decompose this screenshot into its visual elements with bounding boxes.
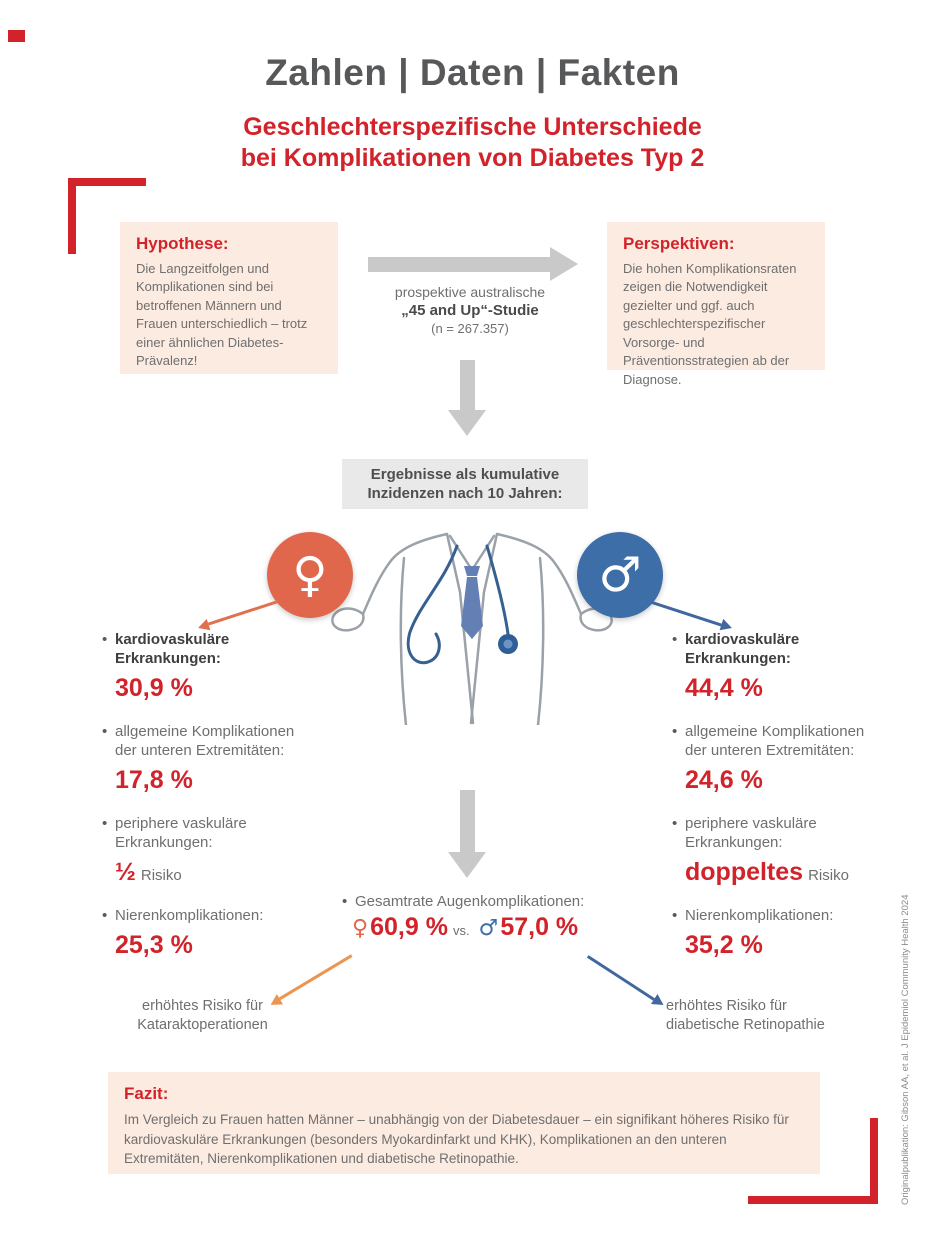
list-item: kardiovaskuläre Erkrankungen: 30,9 % xyxy=(102,630,302,705)
arrow-shaft xyxy=(459,790,475,852)
doctor-collar xyxy=(448,534,496,572)
stethoscope-icon xyxy=(406,544,510,665)
result-label: Nierenkomplikationen: xyxy=(115,906,264,924)
doctor-lapel-left xyxy=(445,532,475,725)
result-value: 24,6 % xyxy=(685,765,877,797)
male-icon: ♂ xyxy=(478,916,499,941)
result-label: periphere vaskuläre Erkrankungen: xyxy=(685,814,817,851)
female-results-column: kardiovaskuläre Erkrankungen: 30,9 % all… xyxy=(102,630,302,978)
arrow-shaft xyxy=(368,256,550,272)
doctor-coat-right xyxy=(536,556,545,725)
result-label: periphere vaskuläre Erkrankungen: xyxy=(115,814,247,851)
result-value: ½ Risiko xyxy=(115,857,302,889)
result-label: Nierenkomplikationen: xyxy=(685,906,834,924)
study-note: prospektive australische „45 and Up“-Stu… xyxy=(350,284,590,336)
perspectives-text: Die hohen Komplikationsraten zeigen die … xyxy=(623,261,797,387)
list-item: periphere vaskuläre Erkrankungen: ½Risik… xyxy=(102,814,302,889)
cataract-note: erhöhtes Risiko für Kataraktoperationen xyxy=(137,998,268,1033)
result-label: allgemeine Komplikationen der unteren Ex… xyxy=(115,722,295,759)
value-text: 35,2 % xyxy=(685,930,763,959)
conclusion-heading: Fazit: xyxy=(124,1084,169,1103)
study-line2: „45 and Up“-Studie xyxy=(401,302,539,319)
source-citation: Originalpublikation: Gibson AA, et al. J… xyxy=(900,894,911,1206)
value-text: doppeltes xyxy=(685,857,804,886)
arrow-head xyxy=(448,410,486,436)
perspectives-box: Perspektiven: Die hohen Komplikationsrat… xyxy=(607,222,825,387)
male-arrow-icon xyxy=(650,596,734,634)
arrow-down-icon xyxy=(448,360,486,436)
result-value: 25,3 % xyxy=(115,930,302,962)
male-results-column: kardiovaskuläre Erkrankungen: 44,4 % all… xyxy=(672,630,877,978)
arrow-shaft xyxy=(208,600,279,626)
eye-complications-label: Gesamtrate Augenkomplikationen: xyxy=(342,893,584,910)
retinopathy-note: erhöhtes Risiko für diabetische Retinopa… xyxy=(666,998,825,1033)
doctor-illustration xyxy=(331,532,613,725)
doctor-right-arm xyxy=(495,532,583,616)
value-text: 25,3 % xyxy=(115,930,193,959)
result-label: kardiovaskuläre Erkrankungen: xyxy=(685,631,800,668)
male-icon: ♂ xyxy=(598,547,642,603)
corner-bracket-bottom-right xyxy=(748,1118,878,1204)
eye-complications-values: ♀60,9 % vs. ♂57,0 % xyxy=(352,913,580,942)
value-text: 24,6 % xyxy=(685,765,763,794)
conclusion-text: Im Vergleich zu Frauen hatten Männer – u… xyxy=(124,1112,789,1167)
value-text: 44,4 % xyxy=(685,674,763,703)
female-circle: ♀ xyxy=(267,532,353,618)
result-value: 44,4 % xyxy=(685,673,877,705)
corner-bracket-top-left xyxy=(68,178,146,254)
result-value: 35,2 % xyxy=(685,930,877,962)
doctor-coat-left xyxy=(399,556,408,725)
vs-label: vs. xyxy=(452,923,470,938)
doctor-left-arm xyxy=(361,532,449,616)
brand-mark xyxy=(8,30,25,42)
female-arrow-icon xyxy=(196,596,280,634)
list-item: periphere vaskuläre Erkrankungen: doppel… xyxy=(672,814,877,889)
value-text: ½ xyxy=(115,857,136,886)
list-item: Nierenkomplikationen: 25,3 % xyxy=(102,906,302,962)
doctor-tie xyxy=(461,566,483,639)
hypothesis-box: Hypothese: Die Langzeitfolgen und Kompli… xyxy=(120,222,338,374)
arrow-head xyxy=(448,852,486,878)
perspectives-heading: Perspektiven: xyxy=(623,234,735,253)
results-header: Ergebnisse als kumulative Inzidenzen nac… xyxy=(342,459,588,509)
result-value: 30,9 % xyxy=(115,673,302,705)
male-circle: ♂ xyxy=(577,532,663,618)
result-value: 17,8 % xyxy=(115,765,302,797)
doctor-left-hand xyxy=(331,607,365,632)
conclusion-box: Fazit: Im Vergleich zu Frauen hatten Män… xyxy=(108,1072,820,1174)
retinopathy-arrow-icon xyxy=(585,951,667,1011)
value-text: 17,8 % xyxy=(115,765,193,794)
female-icon: ♀ xyxy=(292,547,328,603)
male-eye-value: 57,0 % xyxy=(500,913,579,941)
page-subtitle: Geschlechterspezifische Unterschiede bei… xyxy=(240,113,705,173)
arrow-down-icon xyxy=(448,790,486,878)
value-suffix: Risiko xyxy=(140,866,182,884)
study-line3: (n = 267.357) xyxy=(431,321,509,336)
arrow-shaft xyxy=(459,360,475,410)
doctor-lapel-right xyxy=(469,532,499,725)
value-suffix: Risiko xyxy=(808,866,849,884)
arrow-shaft xyxy=(651,600,722,626)
value-text: 30,9 % xyxy=(115,674,193,703)
female-eye-value: 60,9 % xyxy=(370,913,448,941)
arrow-right-icon xyxy=(368,247,578,281)
result-label: allgemeine Komplikationen der unteren Ex… xyxy=(685,722,865,759)
list-item: allgemeine Komplikationen der unteren Ex… xyxy=(102,722,302,797)
list-item: allgemeine Komplikationen der unteren Ex… xyxy=(672,722,877,797)
arrow-head xyxy=(550,247,578,281)
hypothesis-heading: Hypothese: xyxy=(136,234,229,253)
stethoscope-chestpiece-inner xyxy=(503,639,513,649)
list-item: kardiovaskuläre Erkrankungen: 44,4 % xyxy=(672,630,877,705)
hypothesis-text: Die Langzeitfolgen und Komplikationen si… xyxy=(136,261,308,369)
page-title: Zahlen | Daten | Fakten xyxy=(265,52,680,93)
result-label: kardiovaskuläre Erkrankungen: xyxy=(115,631,230,668)
list-item: Nierenkomplikationen: 35,2 % xyxy=(672,906,877,962)
arrow-shaft xyxy=(587,954,656,1001)
female-icon: ♀ xyxy=(352,916,369,941)
result-value: doppeltes Risiko xyxy=(685,857,877,889)
study-line1: prospektive australische xyxy=(394,284,546,300)
